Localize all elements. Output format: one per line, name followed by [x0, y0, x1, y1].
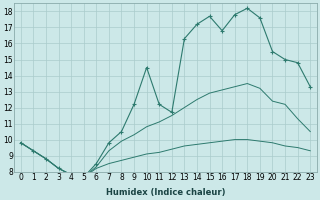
X-axis label: Humidex (Indice chaleur): Humidex (Indice chaleur)	[106, 188, 225, 197]
